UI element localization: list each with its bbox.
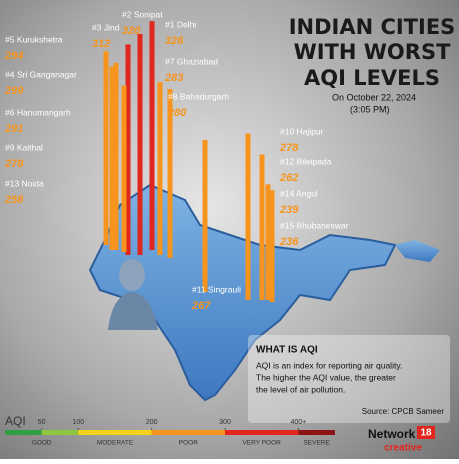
scale-tick-label: 100 [72, 419, 84, 426]
info-text: The higher the AQI value, the greater [256, 372, 396, 382]
city-label: #9 Kaithal [5, 142, 43, 152]
city-value: 262 [279, 172, 298, 184]
aqi-bar [269, 190, 275, 302]
city-value: 258 [4, 194, 24, 206]
aqi-bar [167, 89, 173, 258]
city-label: #13 Noida [5, 178, 44, 188]
aqi-bar [103, 51, 109, 245]
scale-segment [225, 430, 299, 435]
scale-tick-label: 200 [146, 419, 158, 426]
aqi-bar [245, 133, 251, 300]
scale-category: SEVERE [303, 440, 330, 447]
city-label: #5 Kurukshetra [5, 34, 63, 44]
aqi-bar [113, 62, 119, 250]
city-value: 267 [191, 300, 211, 312]
city-value: 299 [4, 85, 24, 97]
aqi-bar [202, 139, 208, 292]
city-value: 320 [122, 25, 141, 37]
city-value: 278 [4, 158, 24, 170]
city-label: #15 Bhubaneswar [280, 220, 349, 230]
scale-category: MODERATE [97, 440, 134, 447]
scale-category: VERY POOR [242, 440, 281, 447]
city-label: #6 Hanumangarh [5, 107, 71, 117]
city-label: #3 Jind [92, 22, 120, 32]
aqi-bar [137, 34, 143, 255]
city-value: 294 [4, 50, 23, 62]
logo-number: 18 [420, 428, 432, 439]
city-label: #1 Delhi [165, 19, 196, 29]
source: Source: CPCB Sameer [362, 407, 445, 416]
scale-segment [41, 430, 79, 435]
logo-tag: creative [384, 443, 422, 454]
city-value: 312 [92, 38, 110, 50]
logo-badge [417, 426, 435, 439]
aqi-bar [121, 85, 127, 252]
aqi-bar [125, 44, 131, 256]
scale-tick-label: 50 [38, 419, 46, 426]
subtitle: On October 22, 2024 [332, 92, 416, 102]
city-value: 239 [279, 204, 299, 216]
info-text: AQI is an index for reporting air qualit… [256, 360, 402, 370]
map-northeast [395, 240, 440, 262]
city-label: #11 Singrauli [192, 284, 241, 294]
bars [103, 21, 275, 302]
title-block: INDIAN CITIES WITH WORST AQI LEVELS On O… [289, 15, 456, 114]
title-line: WITH WORST [294, 40, 451, 64]
scale-tick-label: 300 [219, 419, 231, 426]
title-line: AQI LEVELS [304, 66, 440, 90]
city-label: #14 Angul [280, 188, 318, 198]
city-value: 326 [165, 35, 184, 47]
city-value: 278 [279, 142, 299, 154]
city-label: #4 Sri Ganganagar [5, 69, 77, 79]
india-map [88, 183, 397, 402]
aqi-bar [157, 109, 163, 250]
scale-segment [78, 430, 152, 435]
scale-segment [151, 430, 225, 435]
city-label: #7 Ghaziabad [165, 56, 218, 66]
scale-category: POOR [179, 440, 198, 447]
aqi-bar [259, 154, 265, 300]
city-label: #10 Hajipur [280, 126, 324, 136]
city-value: 291 [4, 123, 23, 135]
city-value: 283 [164, 72, 183, 84]
city-label: #12 Bileipada [280, 156, 332, 166]
aqi-bar [109, 66, 115, 250]
woman-figure [108, 259, 158, 330]
city-value: 280 [167, 107, 187, 119]
scale-title: AQI [5, 414, 26, 428]
info-heading: WHAT IS AQI [256, 345, 318, 356]
subtitle: (3:05 PM) [350, 104, 390, 114]
info-text: the level of air pollution. [256, 384, 345, 394]
title-line: INDIAN CITIES [289, 15, 456, 39]
aqi-bar [149, 21, 155, 251]
info-box [248, 335, 450, 423]
scale-segment [5, 430, 42, 435]
logo-name: Network [368, 427, 416, 441]
city-label: #2 Sonipat [122, 9, 163, 19]
city-value: 236 [279, 236, 299, 248]
scale-tick-label: 400+ [290, 419, 306, 426]
scale-segment [298, 430, 335, 435]
scale-category: GOOD [32, 440, 52, 447]
aqi-bar [265, 184, 271, 300]
city-label: #8 Bahadurgarh [168, 91, 229, 101]
